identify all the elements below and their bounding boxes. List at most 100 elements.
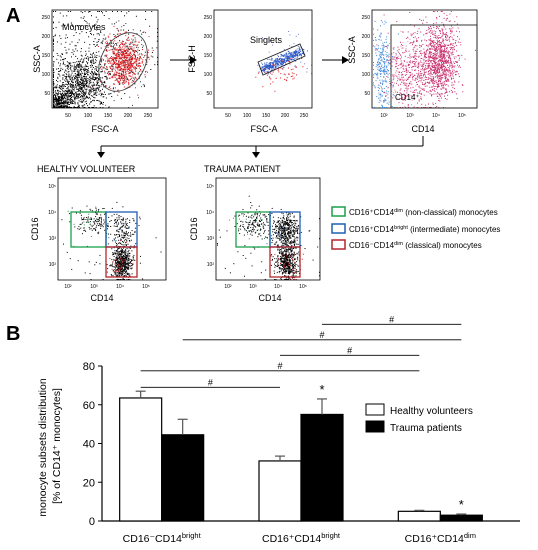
event-dot [56, 92, 57, 94]
event-dot [129, 44, 131, 46]
event-dot [107, 35, 109, 37]
event-dot [449, 57, 451, 59]
event-dot [419, 75, 421, 77]
event-dot [280, 60, 282, 62]
event-dot [287, 50, 289, 52]
event-dot [78, 105, 80, 107]
event-dot [440, 83, 442, 85]
event-dot [55, 107, 57, 108]
event-dot [128, 11, 130, 12]
event-dot [107, 71, 109, 73]
event-dot [294, 53, 296, 55]
event-dot [373, 84, 374, 86]
event-dot [435, 50, 437, 52]
event-dot [388, 62, 390, 64]
event-dot [380, 32, 382, 34]
event-dot [93, 34, 95, 36]
event-dot [83, 95, 85, 96]
event-dot [144, 55, 145, 57]
event-dot [80, 54, 82, 56]
event-dot [412, 86, 414, 88]
event-dot [97, 70, 98, 72]
event-dot [435, 53, 437, 55]
event-dot [457, 27, 459, 29]
event-dot [96, 21, 98, 23]
event-dot [432, 60, 434, 61]
scatter-dots [373, 11, 476, 108]
event-dot [311, 73, 312, 75]
event-dot [449, 64, 451, 66]
event-dot [54, 100, 56, 102]
event-dot [65, 34, 67, 36]
event-dot [409, 76, 411, 78]
y-tick: 250 [362, 15, 371, 21]
event-dot [131, 41, 133, 43]
event-dot [115, 59, 117, 61]
event-dot [276, 58, 278, 60]
event-dot [121, 263, 123, 265]
event-dot [88, 57, 90, 59]
event-dot [449, 54, 451, 56]
event-dot [278, 58, 280, 60]
event-dot [386, 72, 388, 74]
event-dot [82, 89, 84, 91]
event-dot [291, 57, 293, 59]
event-dot [116, 78, 118, 80]
event-dot [57, 99, 59, 101]
event-dot [74, 86, 76, 88]
event-dot [65, 83, 67, 85]
event-dot [417, 102, 418, 104]
event-dot [375, 72, 377, 74]
event-dot [67, 98, 69, 100]
event-dot [129, 261, 131, 263]
event-dot [289, 56, 291, 58]
event-dot [121, 265, 123, 267]
event-dot [82, 100, 84, 102]
event-dot [382, 44, 384, 46]
event-dot [58, 90, 60, 92]
event-dot [120, 48, 122, 50]
event-dot [80, 91, 82, 92]
event-dot [383, 70, 385, 72]
event-dot [423, 74, 425, 76]
event-dot [451, 43, 453, 45]
event-dot [437, 72, 439, 74]
event-dot [271, 69, 273, 71]
event-dot [452, 65, 454, 67]
event-dot [77, 81, 79, 83]
event-dot [450, 65, 452, 67]
event-dot [445, 88, 447, 90]
event-dot [64, 96, 65, 98]
event-dot [121, 55, 123, 57]
event-dot [380, 25, 382, 27]
event-dot [56, 106, 58, 108]
event-dot [126, 267, 128, 269]
event-dot [54, 99, 55, 101]
event-dot [66, 90, 68, 92]
event-dot [80, 92, 82, 94]
event-dot [445, 50, 447, 52]
event-dot [278, 62, 280, 64]
event-dot [57, 95, 59, 97]
event-dot [123, 80, 125, 82]
event-dot [435, 22, 437, 24]
event-dot [74, 62, 76, 64]
event-dot [403, 82, 405, 84]
event-dot [124, 74, 126, 76]
event-dot [377, 60, 379, 62]
event-dot [72, 62, 74, 64]
event-dot [440, 46, 442, 48]
event-dot [93, 44, 95, 45]
event-dot [62, 106, 64, 107]
event-dot [382, 53, 384, 55]
event-dot [380, 67, 382, 69]
event-dot [58, 73, 60, 75]
event-dot [62, 82, 64, 83]
event-dot [91, 33, 92, 35]
event-dot [68, 94, 70, 96]
event-dot [420, 60, 422, 62]
event-dot [120, 42, 122, 44]
event-dot [284, 62, 286, 63]
event-dot [114, 74, 116, 76]
